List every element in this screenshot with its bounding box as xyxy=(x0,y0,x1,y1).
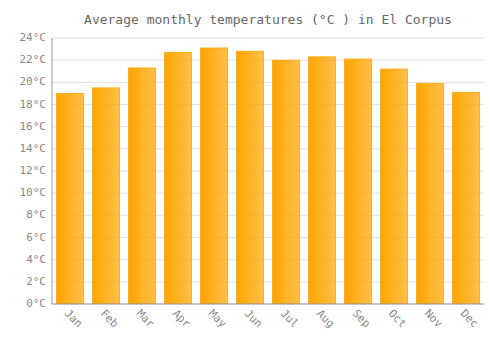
x-tick-label: Feb xyxy=(98,307,121,330)
bar xyxy=(453,92,480,304)
grid-line xyxy=(52,38,484,39)
bar xyxy=(381,69,408,304)
chart: 0°C 2°C 4°C 6°C 8°C 10°C 12°C 14°C 16°C 18°C 20°C 2… xyxy=(0,0,500,350)
grid-line xyxy=(52,60,484,61)
x-tick-label: Aug xyxy=(314,307,337,330)
y-tick-label: 4°C xyxy=(26,253,46,266)
y-tick-label: 22°C xyxy=(20,53,47,66)
x-tick-label: Apr xyxy=(170,307,194,331)
x-tick-label: Dec xyxy=(458,307,481,330)
grid-line xyxy=(52,304,484,305)
y-tick-label: 2°C xyxy=(26,275,46,288)
y-tick-label: 8°C xyxy=(26,208,46,221)
x-tick-label: Mar xyxy=(134,307,158,331)
y-tick-label: 20°C xyxy=(20,75,47,88)
x-tick-label: Jul xyxy=(278,307,301,330)
x-tick-label: Jun xyxy=(242,307,265,330)
y-tick-label: 0°C xyxy=(26,297,46,310)
bar xyxy=(309,57,336,304)
bar xyxy=(201,48,228,304)
x-axis-line xyxy=(52,304,484,305)
y-tick-label: 10°C xyxy=(20,186,47,199)
x-axis: Jan Feb Mar Apr May Jun Jul Aug Sep Oct Nov Dec xyxy=(62,307,481,331)
x-tick-label: Oct xyxy=(386,307,409,330)
x-tick-label: Sep xyxy=(350,307,373,330)
y-tick-label: 14°C xyxy=(20,142,47,155)
grid xyxy=(52,38,484,304)
bar xyxy=(129,68,156,304)
bar xyxy=(417,83,444,304)
bar xyxy=(93,88,120,304)
y-tick-label: 16°C xyxy=(20,120,47,133)
y-tick-label: 24°C xyxy=(20,31,47,44)
grid-line xyxy=(52,82,484,83)
bars xyxy=(57,48,480,304)
x-tick-label: May xyxy=(206,307,230,331)
chart-container: 0°C 2°C 4°C 6°C 8°C 10°C 12°C 14°C 16°C 18°C 20°C 2… xyxy=(0,0,500,350)
bar xyxy=(237,51,264,304)
bar xyxy=(273,60,300,304)
y-tick-label: 6°C xyxy=(26,231,46,244)
y-axis: 0°C 2°C 4°C 6°C 8°C 10°C 12°C 14°C 16°C 18°C 20°C 2… xyxy=(20,31,47,310)
y-axis-line xyxy=(52,38,53,304)
bar xyxy=(165,52,192,304)
y-tick-label: 18°C xyxy=(20,98,47,111)
bar xyxy=(57,93,84,304)
y-tick-label: 12°C xyxy=(20,164,47,177)
title: Average monthly temperatures (°C ) in El… xyxy=(84,12,452,27)
bar xyxy=(345,59,372,304)
x-tick-label: Nov xyxy=(422,307,446,331)
x-tick-label: Jan xyxy=(62,307,85,330)
